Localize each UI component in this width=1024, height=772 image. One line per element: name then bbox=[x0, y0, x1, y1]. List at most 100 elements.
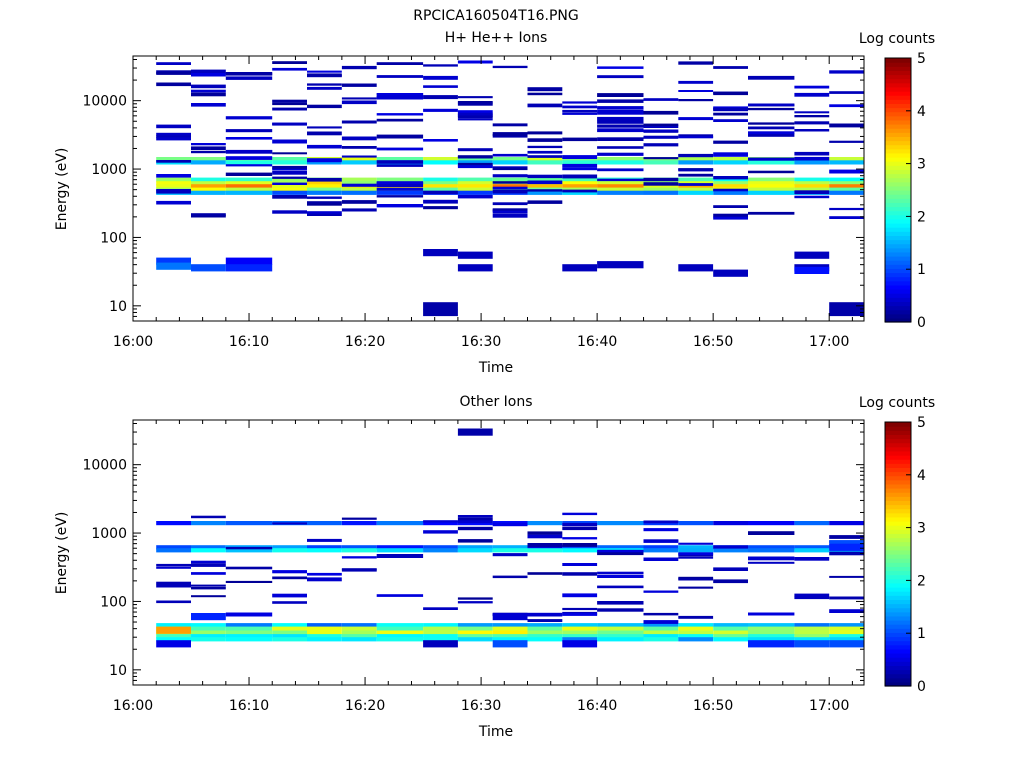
heatmap-cell bbox=[341, 65, 377, 70]
heatmap-cell bbox=[156, 262, 191, 270]
heatmap-cell bbox=[562, 157, 598, 162]
heatmap-cell bbox=[307, 126, 342, 129]
colorbar-swatch bbox=[885, 434, 911, 440]
colorbar-swatch bbox=[885, 500, 911, 506]
heatmap-cell bbox=[376, 626, 424, 631]
colorbar-swatch bbox=[885, 297, 911, 302]
heatmap-cell bbox=[527, 190, 563, 195]
heatmap-cell bbox=[341, 521, 377, 526]
heatmap-cell bbox=[457, 526, 493, 531]
colorbar-swatch bbox=[885, 256, 911, 261]
heatmap-cell bbox=[597, 152, 644, 156]
heatmap-cell bbox=[678, 90, 714, 92]
heatmap-cell bbox=[562, 563, 598, 566]
colorbar-swatch bbox=[885, 309, 911, 315]
heatmap-cell bbox=[492, 208, 528, 211]
heatmap-cell bbox=[423, 630, 458, 635]
heatmap-cell bbox=[225, 630, 273, 635]
heatmap-cell bbox=[457, 194, 493, 199]
heatmap-cell bbox=[527, 543, 563, 547]
heatmap-cell bbox=[829, 104, 864, 108]
colorbar-swatch bbox=[885, 426, 911, 431]
heatmap-cell bbox=[713, 176, 748, 180]
colorbar-swatch bbox=[885, 165, 911, 170]
heatmap-cell bbox=[678, 177, 714, 182]
heatmap-cell bbox=[678, 136, 714, 139]
heatmap-cell bbox=[748, 561, 795, 564]
heatmap-cell bbox=[272, 177, 307, 182]
heatmap-cell bbox=[341, 97, 377, 100]
colorbar-swatch bbox=[885, 214, 911, 220]
heatmap-cell bbox=[643, 545, 679, 550]
heatmap-cell bbox=[748, 531, 795, 535]
heatmap-cell bbox=[643, 626, 679, 631]
heatmap-cell bbox=[156, 583, 191, 588]
heatmap-cell bbox=[643, 539, 679, 543]
colorbar-tick-label: 1 bbox=[917, 262, 926, 278]
heatmap-cell bbox=[678, 157, 714, 162]
heatmap-cell bbox=[457, 630, 493, 635]
colorbar-swatch bbox=[885, 628, 911, 633]
heatmap-cell bbox=[225, 187, 273, 192]
heatmap-cell bbox=[562, 137, 598, 142]
heatmap-cell bbox=[527, 637, 563, 642]
heatmap-cell bbox=[457, 634, 493, 639]
heatmap-cell bbox=[376, 177, 424, 182]
colorbar-swatch bbox=[885, 681, 911, 687]
heatmap-cell bbox=[794, 111, 830, 114]
heatmap-cell bbox=[492, 65, 528, 69]
heatmap-cell bbox=[492, 181, 528, 184]
heatmap-cell bbox=[272, 195, 307, 199]
heatmap-cell bbox=[423, 95, 458, 100]
colorbar-frame bbox=[884, 57, 912, 323]
heatmap-cell bbox=[307, 626, 342, 631]
heatmap-cell bbox=[272, 593, 307, 598]
heatmap-cell bbox=[307, 73, 342, 77]
heatmap-cell bbox=[341, 517, 377, 520]
heatmap-cell bbox=[562, 634, 598, 639]
heatmap-cell bbox=[191, 548, 226, 553]
heatmap-cell bbox=[376, 630, 424, 635]
heatmap-cell bbox=[272, 160, 307, 165]
heatmap-cell bbox=[678, 521, 714, 526]
heatmap-cell bbox=[341, 157, 377, 162]
colorbar-swatch bbox=[885, 99, 911, 104]
heatmap-cell bbox=[713, 177, 748, 182]
heatmap-cell bbox=[423, 308, 458, 317]
heatmap-cell bbox=[191, 572, 226, 575]
heatmap-cell bbox=[643, 135, 679, 139]
heatmap-cell bbox=[191, 143, 226, 146]
colorbar-swatch bbox=[885, 95, 911, 100]
heatmap-cell bbox=[457, 251, 493, 259]
colorbar-swatch bbox=[885, 161, 911, 166]
heatmap-cell bbox=[307, 187, 342, 192]
heatmap-cell bbox=[191, 634, 226, 639]
colorbar-swatch bbox=[885, 74, 911, 80]
heatmap-cell bbox=[307, 213, 342, 216]
heatmap-cell bbox=[643, 590, 679, 593]
colorbar-swatch bbox=[885, 459, 911, 464]
colorbar-swatch bbox=[885, 516, 911, 522]
heatmap-cell bbox=[191, 177, 226, 182]
heatmap-cell bbox=[713, 637, 748, 642]
heatmap-cell bbox=[527, 634, 563, 639]
heatmap-cell bbox=[156, 634, 191, 639]
colorbar-swatch bbox=[885, 276, 911, 282]
heatmap-cell bbox=[272, 187, 307, 192]
heatmap-cell bbox=[307, 572, 342, 576]
heatmap-cell bbox=[225, 257, 273, 265]
heatmap-cell bbox=[225, 546, 273, 550]
x-tick-label: 16:00 bbox=[113, 698, 153, 714]
colorbar-tick-label: 2 bbox=[917, 209, 926, 225]
heatmap-cell bbox=[829, 123, 864, 128]
heatmap-cell bbox=[748, 126, 795, 130]
heatmap-cell bbox=[156, 626, 191, 634]
heatmap-cell bbox=[562, 630, 598, 635]
heatmap-cell bbox=[156, 545, 191, 550]
heatmap-cell bbox=[307, 196, 342, 199]
colorbar-swatch bbox=[885, 488, 911, 493]
x-tick-label: 17:00 bbox=[809, 334, 849, 350]
heatmap-cell bbox=[713, 548, 748, 553]
colorbar-swatch bbox=[885, 446, 911, 452]
heatmap-cell bbox=[562, 109, 598, 113]
